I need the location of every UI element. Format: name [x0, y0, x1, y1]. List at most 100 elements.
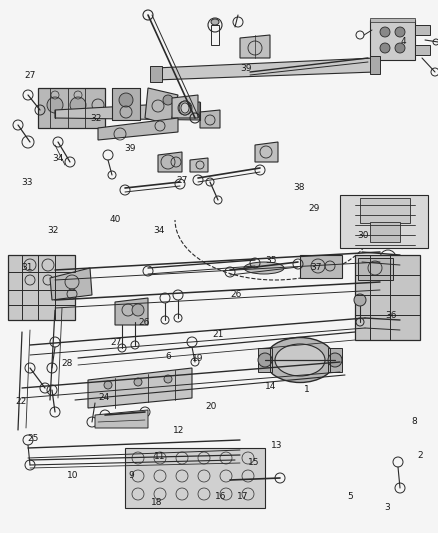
Polygon shape	[370, 18, 415, 22]
Polygon shape	[240, 35, 270, 58]
Polygon shape	[258, 348, 272, 372]
Text: 16: 16	[215, 492, 227, 501]
Text: 32: 32	[90, 114, 101, 123]
Polygon shape	[200, 110, 220, 128]
Text: 22: 22	[15, 398, 27, 406]
Circle shape	[380, 27, 390, 37]
Text: 11: 11	[154, 452, 166, 461]
Text: 29: 29	[309, 205, 320, 213]
Polygon shape	[158, 152, 182, 172]
Text: 27: 27	[176, 176, 187, 184]
Ellipse shape	[211, 19, 219, 25]
Polygon shape	[95, 410, 148, 428]
Circle shape	[134, 378, 142, 386]
Text: 2: 2	[418, 451, 423, 460]
Text: 14: 14	[265, 383, 276, 391]
Polygon shape	[190, 158, 208, 172]
Text: 5: 5	[347, 492, 353, 501]
Text: 39: 39	[125, 144, 136, 152]
Circle shape	[104, 381, 112, 389]
Ellipse shape	[244, 262, 284, 274]
Polygon shape	[112, 88, 140, 120]
Text: 26: 26	[138, 318, 149, 327]
Text: 20: 20	[205, 402, 217, 411]
Polygon shape	[88, 368, 192, 408]
Text: 34: 34	[52, 155, 64, 163]
Bar	[211, 25, 219, 45]
Text: 19: 19	[192, 354, 204, 363]
Polygon shape	[172, 95, 198, 118]
Circle shape	[119, 93, 133, 107]
Ellipse shape	[179, 101, 191, 115]
Circle shape	[164, 375, 172, 383]
Circle shape	[395, 43, 405, 53]
Text: 25: 25	[27, 434, 39, 442]
Ellipse shape	[275, 344, 325, 376]
Text: 27: 27	[24, 71, 35, 80]
Bar	[360, 198, 410, 223]
Text: 15: 15	[248, 458, 260, 467]
Polygon shape	[370, 20, 415, 60]
Text: 8: 8	[411, 417, 417, 425]
Text: 17: 17	[237, 492, 248, 501]
Text: 27: 27	[110, 338, 122, 346]
Text: 13: 13	[271, 441, 283, 450]
Text: 30: 30	[357, 231, 368, 240]
Polygon shape	[355, 255, 420, 340]
Polygon shape	[415, 25, 430, 35]
Circle shape	[354, 294, 366, 306]
Text: 38: 38	[293, 183, 304, 192]
Text: 36: 36	[385, 311, 396, 320]
Text: 3: 3	[385, 503, 391, 512]
Polygon shape	[8, 255, 75, 320]
Text: 21: 21	[212, 330, 224, 339]
Polygon shape	[155, 58, 375, 80]
Polygon shape	[145, 88, 178, 125]
Circle shape	[395, 27, 405, 37]
Text: 28: 28	[61, 359, 72, 368]
Text: 34: 34	[153, 226, 164, 235]
Ellipse shape	[379, 268, 397, 296]
Ellipse shape	[265, 337, 335, 383]
Polygon shape	[38, 88, 105, 128]
Circle shape	[380, 43, 390, 53]
Circle shape	[47, 97, 63, 113]
Text: 12: 12	[173, 426, 184, 435]
Polygon shape	[415, 45, 430, 55]
Text: 6: 6	[166, 352, 172, 360]
Text: 9: 9	[128, 471, 134, 480]
Polygon shape	[55, 102, 200, 120]
Polygon shape	[115, 298, 148, 325]
Circle shape	[70, 97, 86, 113]
Circle shape	[163, 95, 173, 105]
Circle shape	[132, 304, 144, 316]
Text: 35: 35	[265, 256, 276, 264]
Text: 4: 4	[400, 37, 406, 46]
Polygon shape	[300, 255, 342, 278]
Circle shape	[258, 353, 272, 367]
Text: 26: 26	[230, 290, 241, 298]
Polygon shape	[255, 142, 278, 162]
Text: 40: 40	[109, 215, 120, 224]
Ellipse shape	[181, 103, 189, 113]
Text: 10: 10	[67, 472, 78, 480]
Polygon shape	[340, 195, 428, 248]
Text: 18: 18	[151, 498, 162, 506]
Ellipse shape	[374, 257, 402, 279]
Polygon shape	[50, 268, 92, 300]
Polygon shape	[370, 56, 380, 74]
Text: 39: 39	[240, 64, 252, 72]
Text: 33: 33	[21, 178, 33, 187]
Polygon shape	[150, 66, 162, 82]
Text: 37: 37	[311, 263, 322, 272]
Circle shape	[328, 353, 342, 367]
Text: 24: 24	[99, 393, 110, 401]
Polygon shape	[98, 118, 178, 140]
Text: 32: 32	[48, 226, 59, 235]
Text: 31: 31	[21, 263, 33, 272]
Polygon shape	[328, 348, 342, 372]
Bar	[358, 258, 393, 280]
Bar	[370, 222, 400, 242]
Polygon shape	[125, 448, 265, 508]
Text: 1: 1	[304, 385, 310, 393]
